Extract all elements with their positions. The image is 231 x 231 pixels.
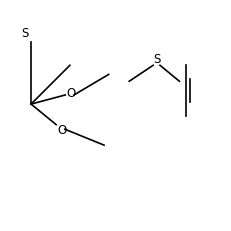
Text: O: O [57,124,67,137]
Text: S: S [22,27,29,40]
Text: S: S [153,53,160,66]
Text: O: O [66,87,76,100]
